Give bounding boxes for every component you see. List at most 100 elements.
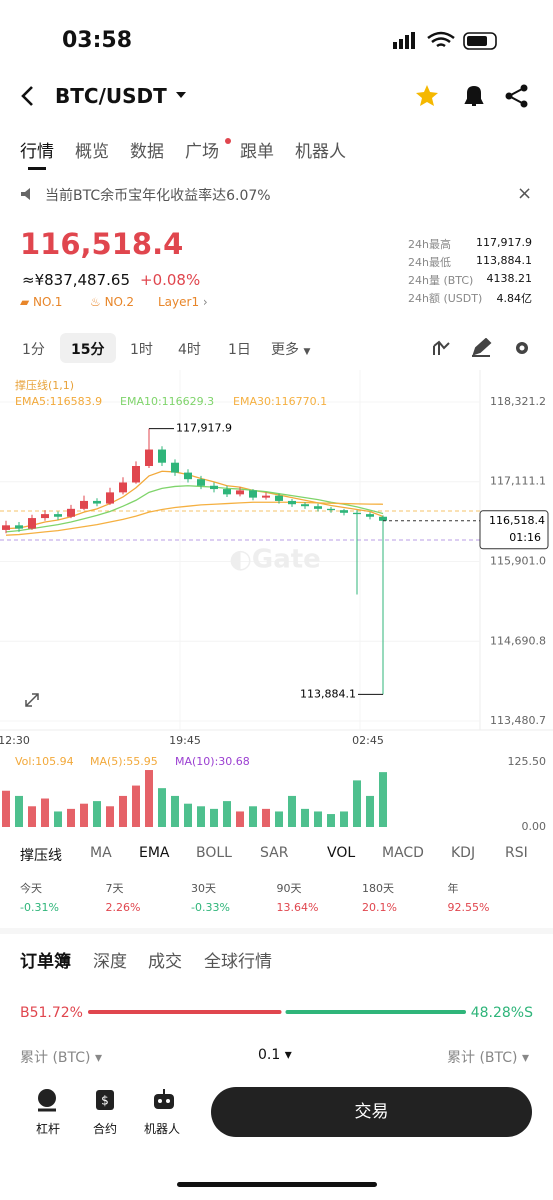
nav-item[interactable]: 机器人	[144, 1122, 181, 1136]
y-tick-label: 114,690.8	[490, 634, 546, 647]
orderbook-tab[interactable]: 订单簿	[20, 952, 71, 972]
dropdown[interactable]	[175, 90, 187, 100]
volume-bar	[54, 811, 62, 827]
indicator-tab[interactable]: VOL	[327, 845, 356, 861]
label: 累计 (BTC)	[20, 1050, 91, 1066]
candle-body	[67, 508, 75, 517]
cny-price: ≈¥837,487.65	[22, 271, 130, 289]
volume-bar	[15, 795, 23, 827]
volume-bar	[80, 803, 88, 827]
last-price-box	[479, 510, 549, 550]
candle-body	[236, 490, 244, 495]
close-notice[interactable]: ×	[517, 183, 533, 204]
orderbook-tab[interactable]: 成交	[148, 952, 182, 972]
stat-label: 24h最低	[408, 256, 451, 269]
tab[interactable]: 数据	[130, 142, 164, 162]
indicator-tool[interactable]	[433, 340, 450, 355]
chart-tools	[433, 338, 528, 357]
label: 0.1	[258, 1047, 281, 1063]
timeframe[interactable]: 4时	[178, 342, 201, 358]
settings[interactable]	[516, 342, 528, 354]
back-button[interactable]	[18, 84, 38, 108]
depth-step[interactable]: 0.1 ▾	[258, 1047, 292, 1063]
indicator-tab[interactable]: MA	[90, 845, 112, 861]
volume-bar	[28, 806, 36, 827]
candle-body	[379, 516, 387, 521]
perf-value: 20.1%	[362, 901, 397, 914]
indicator-tab[interactable]: KDJ	[451, 845, 476, 861]
indicator-title: 撑压线(1,1)	[15, 378, 74, 392]
tag[interactable]: Layer1 ›	[158, 295, 208, 309]
tab[interactable]: 机器人	[295, 142, 346, 162]
perf-label: 30天	[191, 882, 216, 895]
volume-bar	[353, 780, 361, 827]
expand-icon[interactable]	[25, 693, 39, 707]
orderbook-tab[interactable]: 全球行情	[204, 952, 272, 972]
depth-left[interactable]: 累计 (BTC) ▾	[20, 1050, 102, 1066]
candle-body	[15, 525, 23, 529]
share[interactable]	[505, 84, 528, 108]
volume-bar	[379, 772, 387, 827]
tab[interactable]: 广场	[185, 142, 219, 162]
candle-body	[340, 510, 348, 513]
indicator-tab[interactable]: RSI	[505, 845, 528, 861]
ratio-bar	[88, 1010, 466, 1014]
change: +0.08%	[140, 271, 201, 289]
volume-bar	[327, 814, 335, 827]
timeframe[interactable]: 1日	[228, 342, 251, 358]
indicator-tab[interactable]: 撑压线	[20, 848, 62, 864]
pair-title[interactable]: BTC/USDT	[55, 84, 167, 108]
depth-right[interactable]: 累计 (BTC) ▾	[447, 1050, 529, 1066]
tab[interactable]: 行情	[20, 142, 54, 162]
favorite[interactable]	[416, 85, 438, 106]
volume-bar	[132, 785, 140, 827]
volume-bar	[301, 808, 309, 827]
perf-value: -0.31%	[20, 901, 59, 914]
tab[interactable]: 概览	[75, 142, 109, 162]
volume-bar	[41, 798, 49, 827]
volume-bar	[171, 795, 179, 827]
volume-bar	[119, 795, 127, 827]
indicator-tab[interactable]: SAR	[260, 845, 289, 861]
perf-value: -0.33%	[191, 901, 230, 914]
home-indicator	[177, 1182, 377, 1187]
candle-body	[2, 525, 10, 530]
volume-bar	[67, 808, 75, 827]
indicator-tab[interactable]: MACD	[382, 845, 424, 861]
status-time: 03:58	[62, 28, 133, 53]
tab[interactable]: 跟单	[240, 142, 274, 162]
timeframe[interactable]: 1时	[130, 342, 153, 358]
tag[interactable]: ♨ NO.2	[90, 295, 134, 309]
ema-line	[5, 470, 384, 530]
indicator-tab[interactable]: EMA	[139, 845, 170, 861]
nav-item[interactable]: 杠杆	[36, 1122, 61, 1136]
timeframe[interactable]: 15分	[71, 342, 105, 358]
candle-body	[158, 449, 166, 463]
volume-bar	[158, 788, 166, 827]
stat-label: 24h量 (BTC)	[408, 274, 474, 287]
buy-ratio: B51.72%	[20, 1005, 83, 1021]
nav-item[interactable]: 合约	[93, 1122, 118, 1136]
sell-bar	[285, 1010, 466, 1014]
timeframe[interactable]: 1分	[22, 342, 45, 358]
trade-button[interactable]: 交易	[211, 1087, 532, 1137]
tag-text: Layer1	[158, 295, 200, 309]
candle-body	[93, 500, 101, 504]
candle-body	[366, 514, 374, 517]
tag[interactable]: ▰ NO.1	[20, 295, 63, 309]
draw-tool[interactable]	[472, 338, 492, 357]
indicator-tab[interactable]: BOLL	[196, 845, 232, 861]
tab-dot	[225, 138, 231, 144]
candle-body	[41, 514, 49, 519]
x-tick-label: 02:45	[352, 734, 384, 747]
orderbook-tab[interactable]: 深度	[93, 952, 127, 972]
volume-bar	[184, 803, 192, 827]
candle-body	[249, 490, 257, 498]
candle-body	[275, 495, 283, 501]
timeframe[interactable]: 更多 ▼	[271, 342, 311, 358]
volume-bar	[340, 811, 348, 827]
y-tick-label: 113,480.7	[490, 714, 546, 727]
alert[interactable]	[464, 85, 484, 106]
volume-bar	[275, 811, 283, 827]
